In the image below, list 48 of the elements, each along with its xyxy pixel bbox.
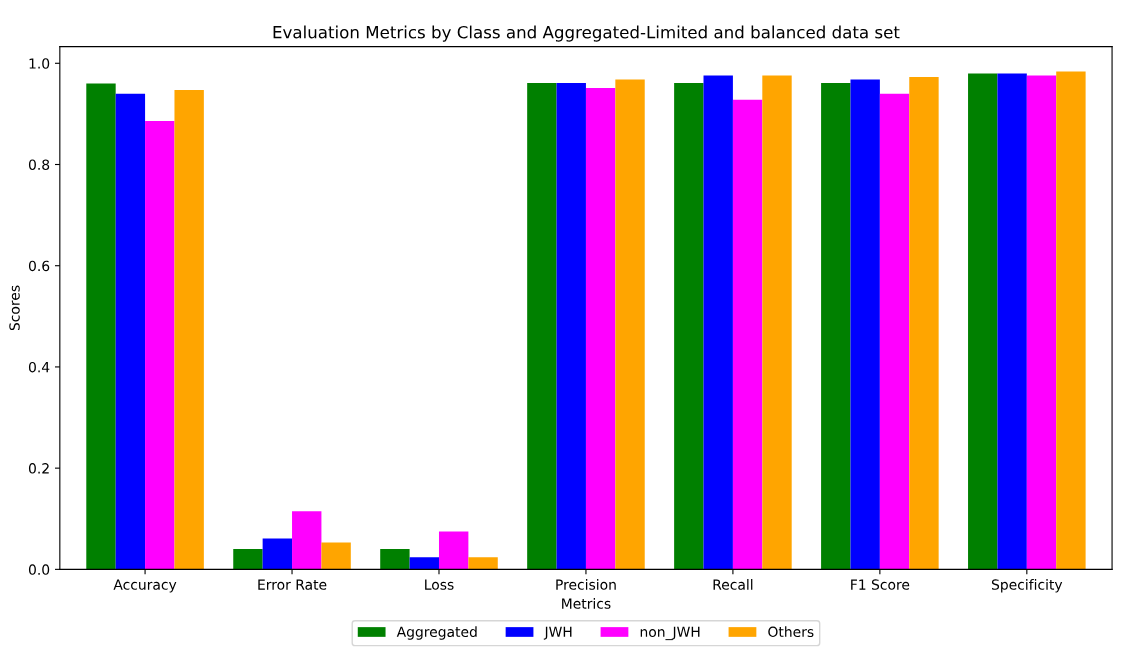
legend-label: Aggregated — [396, 626, 477, 640]
bar — [1026, 75, 1057, 570]
x-tick-label: Recall — [713, 579, 753, 590]
bar — [115, 93, 146, 570]
bar — [438, 531, 469, 570]
bar — [233, 549, 263, 570]
x-tick-label: Loss — [425, 579, 454, 590]
bar — [409, 557, 439, 570]
bar — [968, 73, 998, 570]
x-axis-title: Metrics — [562, 598, 611, 609]
x-tick-label: Precision — [556, 579, 616, 590]
bar — [703, 75, 733, 570]
bar — [585, 88, 616, 570]
bar — [468, 557, 498, 570]
x-tick-label: Error Rate — [258, 579, 327, 590]
bar — [762, 75, 792, 570]
bar — [380, 549, 410, 570]
bar — [879, 93, 910, 570]
bar — [174, 90, 204, 570]
y-tick-label: 0.0 — [28, 564, 50, 575]
x-tick-label: Accuracy — [113, 579, 177, 593]
legend-label: Others — [768, 626, 814, 638]
legend-label: JWH — [543, 626, 572, 640]
bar — [1056, 71, 1086, 570]
chart-title: Evaluation Metrics by Class and Aggregated-Limited and balanced data set — [273, 25, 900, 42]
bar — [732, 99, 763, 570]
bar — [909, 76, 939, 570]
y-tick-label: 0.8 — [28, 159, 50, 170]
bar — [997, 73, 1027, 570]
y-tick-label: 0.6 — [28, 260, 50, 272]
bar — [821, 83, 851, 570]
bar — [527, 83, 557, 570]
y-tick-label: 1.0 — [29, 58, 50, 69]
bar — [292, 511, 322, 570]
legend-label: non_JWH — [640, 626, 700, 641]
y-axis-title: Scores — [9, 285, 20, 331]
bar — [86, 83, 116, 570]
x-tick-label: F1 Score — [851, 579, 910, 590]
bar — [556, 83, 586, 570]
y-tick-label: 0.4 — [28, 361, 50, 373]
bar — [321, 542, 351, 570]
bar — [145, 120, 175, 570]
bar — [850, 79, 880, 570]
bar — [262, 538, 293, 570]
bar — [674, 83, 704, 570]
x-tick-label: Specificity — [991, 579, 1063, 593]
bar — [615, 79, 645, 570]
y-tick-label: 0.2 — [28, 463, 49, 474]
